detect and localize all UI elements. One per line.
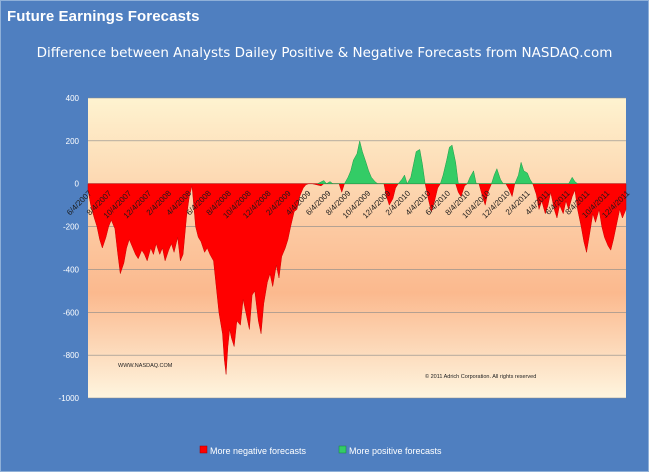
plot-area bbox=[88, 98, 626, 398]
y-tick-label: 0 bbox=[75, 180, 80, 189]
chart-title: Difference between Analysts Dailey Posit… bbox=[36, 45, 613, 61]
y-axis: 400 200 0 -200 -400 -600 -800 -1000 bbox=[59, 94, 80, 403]
legend-swatch-negative bbox=[199, 445, 208, 454]
legend-swatch-positive bbox=[338, 445, 347, 454]
y-tick-label: -400 bbox=[63, 265, 80, 274]
y-tick-label: -800 bbox=[63, 351, 80, 360]
legend-label-positive: More positive forecasts bbox=[349, 446, 442, 456]
legend-label-negative: More negative forecasts bbox=[210, 446, 307, 456]
y-tick-label: -600 bbox=[63, 308, 80, 317]
y-tick-label: 400 bbox=[66, 94, 80, 103]
legend: More negative forecasts More positive fo… bbox=[199, 445, 442, 456]
y-tick-label: -1000 bbox=[59, 394, 80, 403]
annotation-copyright: © 2011 Adrich Corporation. All rights re… bbox=[425, 373, 536, 380]
annotation-source: WWW.NASDAQ.COM bbox=[118, 363, 173, 369]
y-tick-label: 200 bbox=[66, 137, 80, 146]
series-negative-area bbox=[87, 183, 627, 375]
series-positive-area bbox=[317, 140, 579, 185]
data-areas bbox=[87, 140, 627, 375]
y-tick-label: -200 bbox=[63, 223, 80, 232]
panel-title: Future Earnings Forecasts bbox=[7, 8, 200, 25]
